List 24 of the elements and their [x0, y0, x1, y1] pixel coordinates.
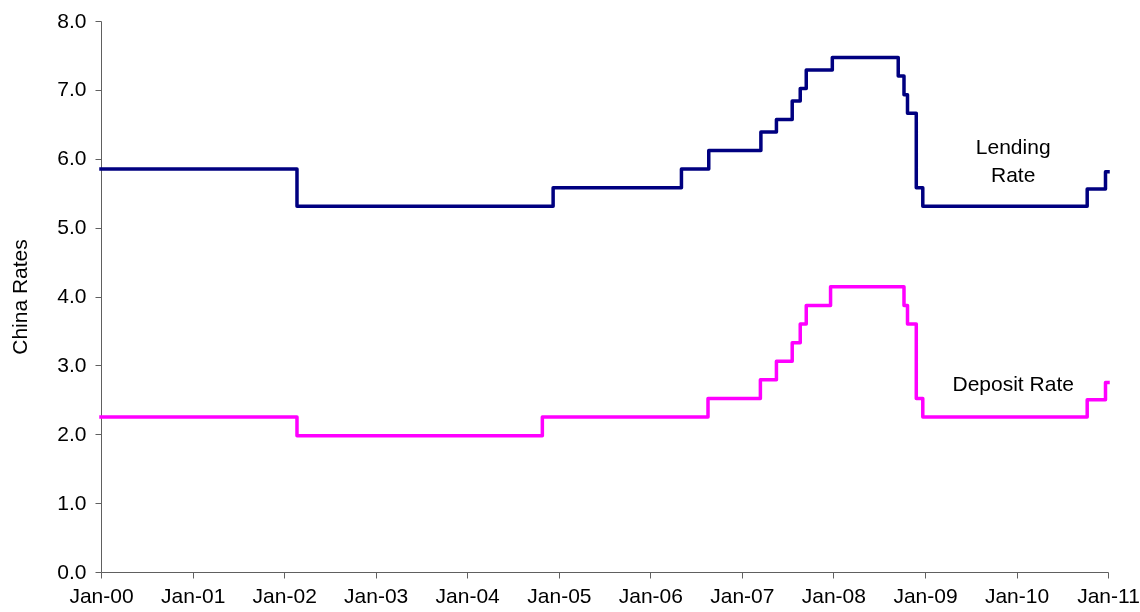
- x-tick-label: Jan-03: [344, 583, 409, 607]
- y-axis-title: China Rates: [8, 239, 32, 355]
- x-tick-label: Jan-08: [801, 583, 866, 607]
- y-tick-label: 8.0: [57, 8, 87, 32]
- x-tick-label: Jan-11: [1077, 583, 1140, 607]
- y-tick-label: 0.0: [57, 559, 87, 583]
- x-tick-label: Jan-06: [618, 583, 683, 607]
- x-tick-label: Jan-02: [252, 583, 317, 607]
- y-tick-label: 1.0: [57, 490, 87, 514]
- x-tick-label: Jan-04: [435, 583, 501, 607]
- x-tick-label: Jan-07: [710, 583, 775, 607]
- series-label: Lending Rate: [975, 135, 1051, 187]
- x-tick-label: Jan-01: [161, 583, 226, 607]
- x-tick-label: Jan-10: [984, 583, 1050, 607]
- x-tick-label: Jan-00: [69, 583, 134, 607]
- series-label: Deposit Rate: [952, 372, 1074, 396]
- x-tick-label: Jan-09: [893, 583, 958, 607]
- y-tick-label: 4.0: [57, 284, 87, 307]
- y-tick-label: 6.0: [57, 146, 87, 170]
- y-tick-label: 3.0: [57, 352, 87, 376]
- y-tick-label: 5.0: [57, 215, 87, 239]
- y-tick-label: 7.0: [57, 77, 87, 101]
- y-tick-label: 2.0: [57, 421, 87, 445]
- x-tick-label: Jan-05: [527, 583, 592, 607]
